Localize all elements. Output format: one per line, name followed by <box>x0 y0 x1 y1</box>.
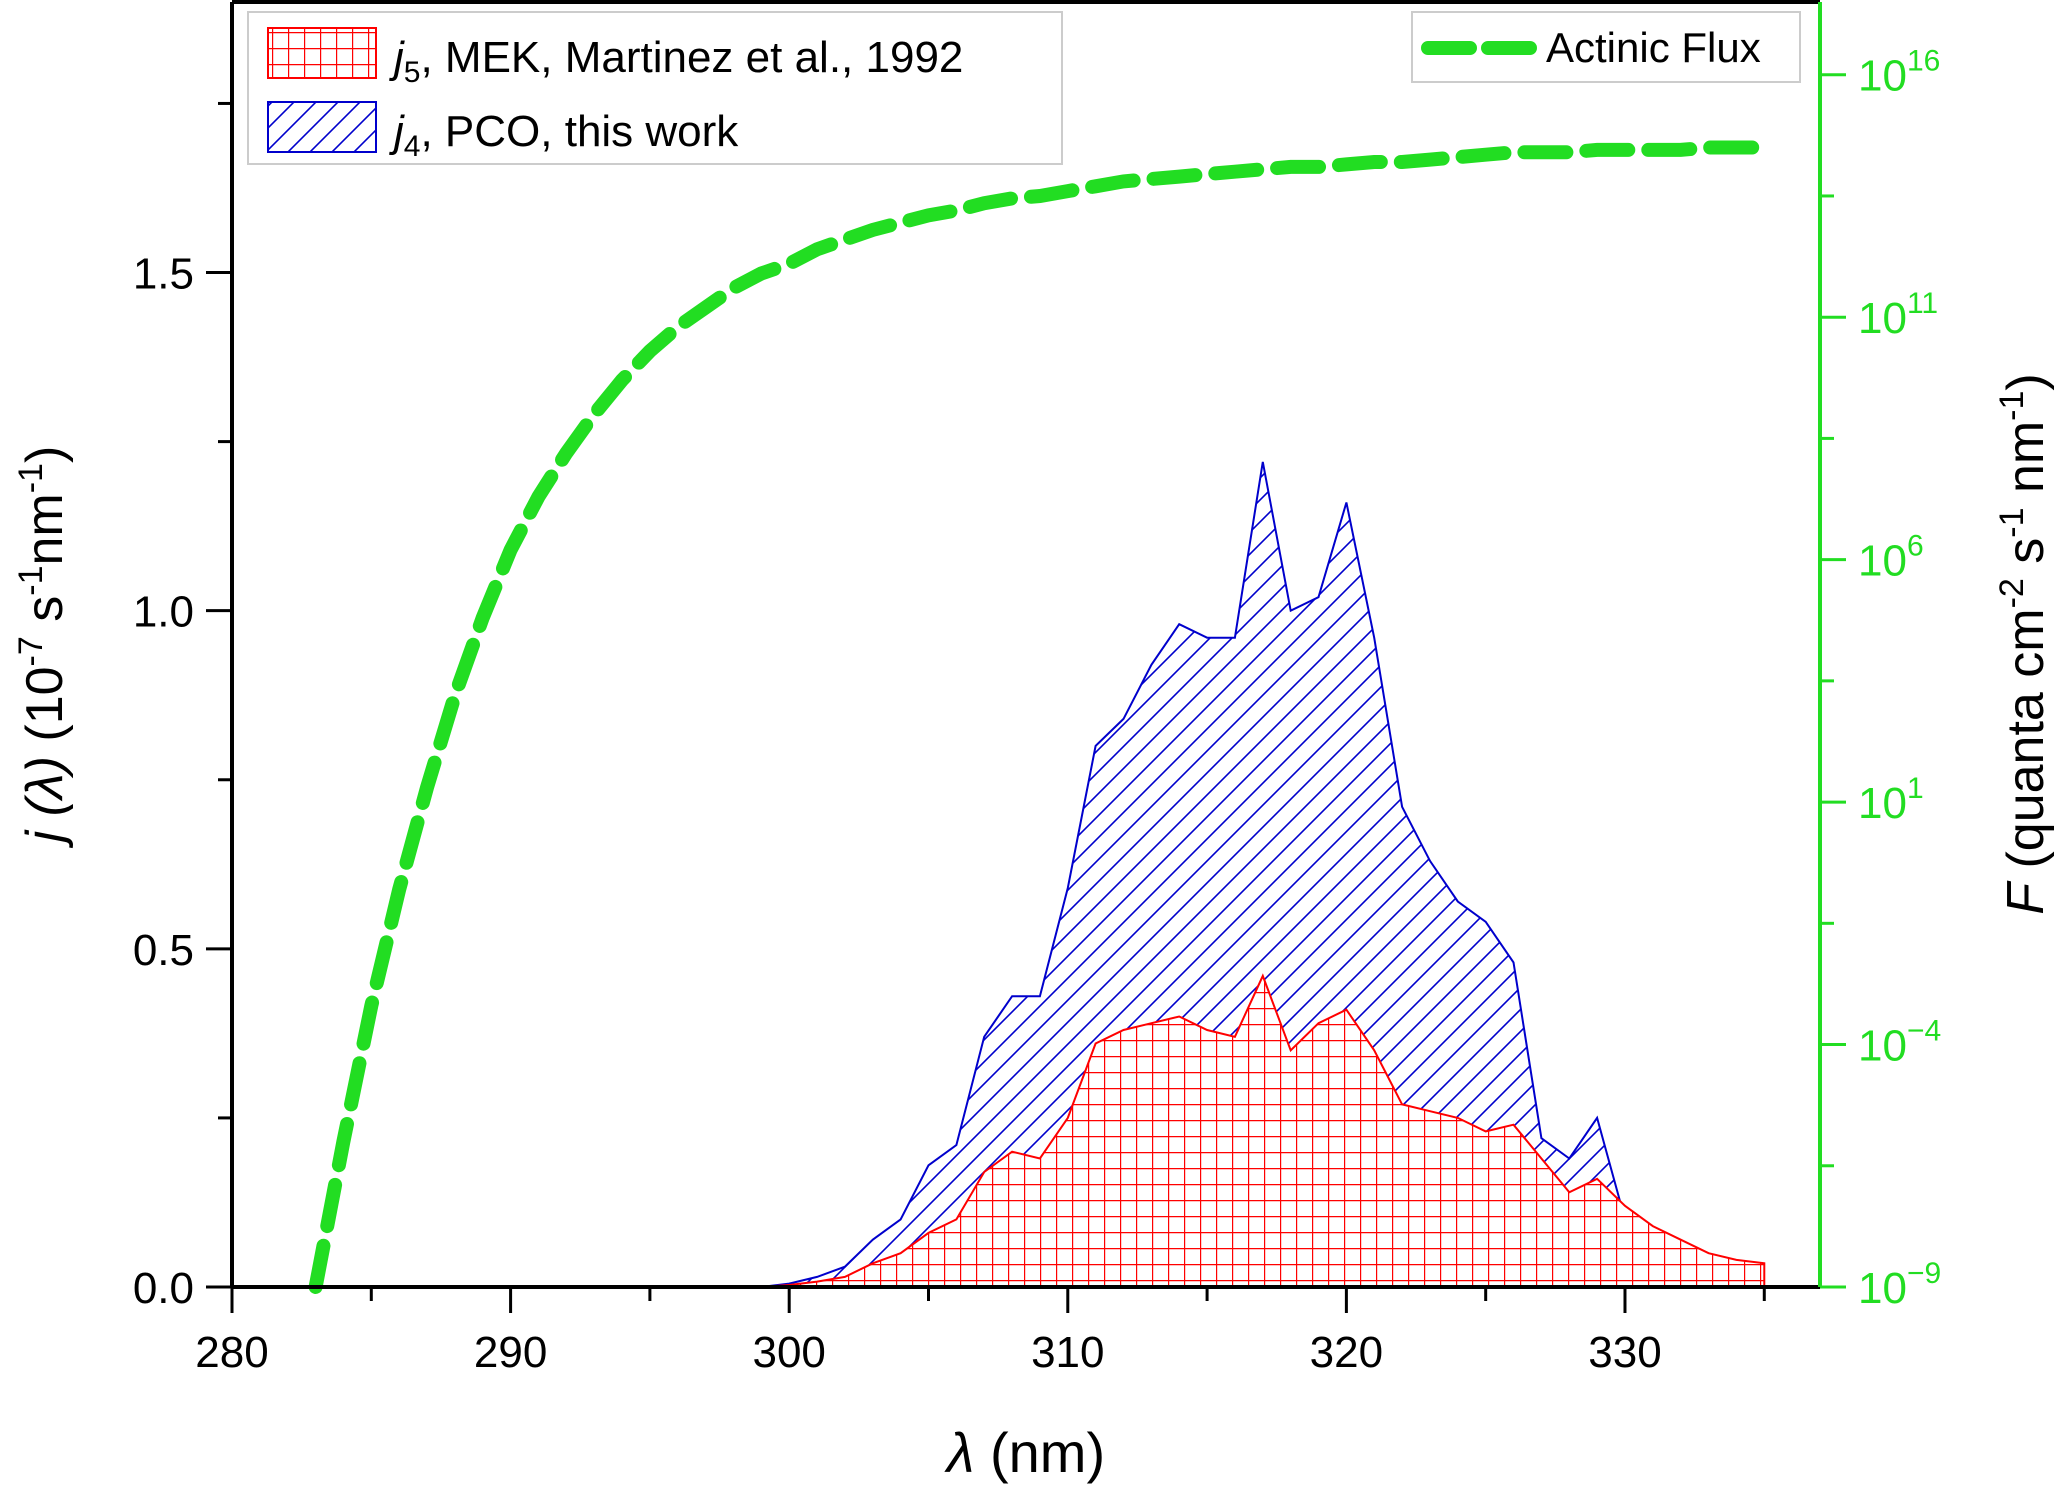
y2-tick-label: 10−4 <box>1858 1015 1941 1071</box>
legend-box-flux <box>1411 11 1801 83</box>
plot-area <box>308 140 1772 1294</box>
line-actinic-flux <box>308 140 1772 1294</box>
ticks: 280 290 300 310 320 330 0.0 0.5 1.0 1.5 10−9 10−4 10… <box>133 45 1941 1377</box>
legend-label-mek: j5, MEK, Martinez et al., 1992 <box>389 33 963 89</box>
area-mek <box>761 973 1766 1288</box>
x-tick-label: 290 <box>474 1328 547 1377</box>
legend-item-mek: j5, MEK, Martinez et al., 1992 <box>267 27 963 89</box>
legend-box <box>247 11 1063 165</box>
x-tick-label: 280 <box>195 1328 268 1377</box>
x-tick-label: 320 <box>1310 1328 1383 1377</box>
y2-tick-label: 106 <box>1858 530 1924 586</box>
y2-tick-label: 1011 <box>1858 287 1938 343</box>
y-axis-title: j (λ) (10-7 s-1nm-1) <box>12 446 74 849</box>
y2-axis-title: F (quanta cm-2 s-1 nm-1) <box>1993 373 2055 915</box>
legend-item-pco: j4, PCO, this work <box>267 101 739 163</box>
legend: j5, MEK, Martinez et al., 1992 j4, PCO, … <box>247 11 1063 165</box>
y-tick-label: 1.0 <box>133 588 194 637</box>
y-tick-label: 0.0 <box>133 1264 194 1313</box>
y2-tick-label: 1016 <box>1858 45 1940 101</box>
x-tick-label: 310 <box>1031 1328 1104 1377</box>
y2-tick-label: 10−9 <box>1858 1257 1941 1313</box>
x-axis-title: λ (nm) <box>944 1421 1105 1484</box>
legend-label-pco: j4, PCO, this work <box>389 107 739 163</box>
y2-tick-label: 101 <box>1858 772 1924 828</box>
legend-actinic-flux: Actinic Flux <box>1411 11 1801 83</box>
legend-swatch-pco <box>267 101 377 153</box>
legend-swatch-mek <box>267 27 377 79</box>
y-tick-label: 1.5 <box>133 250 194 299</box>
x-tick-label: 300 <box>752 1328 825 1377</box>
legend-label-flux: Actinic Flux <box>1546 24 1761 71</box>
x-tick-label: 330 <box>1588 1328 1661 1377</box>
y-tick-label: 0.5 <box>133 926 194 975</box>
